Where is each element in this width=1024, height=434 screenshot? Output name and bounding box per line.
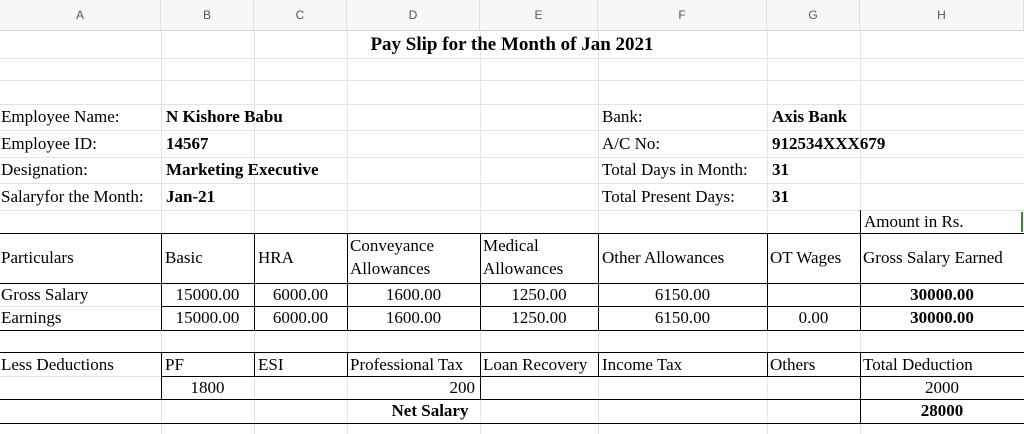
bank-value: Axis Bank <box>772 107 848 126</box>
column-header-e[interactable]: E <box>480 0 598 31</box>
row-earnings-medical: 1250.00 <box>511 308 567 327</box>
row-gross-medical: 1250.00 <box>511 285 567 304</box>
header-income-tax: Income Tax <box>602 355 683 374</box>
header-particulars: Particulars <box>1 248 74 267</box>
employee-id-label: Employee ID: <box>1 134 97 153</box>
header-pf: PF <box>165 355 184 374</box>
header-less-deductions: Less Deductions <box>1 355 114 374</box>
header-conveyance-line2: Allowances <box>350 259 431 278</box>
row-earnings-ot: 0.00 <box>798 308 829 327</box>
designation-value: Marketing Executive <box>166 160 319 179</box>
account-number-label: A/C No: <box>602 134 661 153</box>
column-header-a[interactable]: A <box>0 0 161 31</box>
total-days-value: 31 <box>772 160 789 179</box>
present-days-label: Total Present Days: <box>602 187 735 206</box>
deduction-total-value: 2000 <box>925 378 959 397</box>
header-professional-tax: Professional Tax <box>350 355 464 374</box>
row-earnings-conveyance: 1600.00 <box>385 308 442 327</box>
payslip-title: Pay Slip for the Month of Jan 2021 <box>370 34 654 55</box>
bank-label: Bank: <box>602 107 643 126</box>
designation-label: Designation: <box>1 160 88 179</box>
row-gross-other: 6150.00 <box>654 285 711 304</box>
column-header-h[interactable]: H <box>860 0 1024 31</box>
deduction-ptax-value: 200 <box>449 378 476 397</box>
header-other-allowances: Other Allowances <box>602 248 725 267</box>
header-esi: ESI <box>258 355 284 374</box>
employee-name-label: Employee Name: <box>1 107 120 126</box>
deduction-pf-value: 1800 <box>190 378 225 397</box>
column-header-d[interactable]: D <box>347 0 480 31</box>
column-header-b[interactable]: B <box>161 0 254 31</box>
header-medical-line2: Allowances <box>483 259 564 278</box>
employee-id-value: 14567 <box>166 134 209 153</box>
column-header-f[interactable]: F <box>598 0 767 31</box>
row-gross-total: 30000.00 <box>910 285 974 304</box>
cell-cursor <box>1021 212 1023 232</box>
header-others: Others <box>770 355 816 374</box>
row-gross-basic: 15000.00 <box>175 285 240 304</box>
row-gross-conveyance: 1600.00 <box>385 285 442 304</box>
salary-month-value: Jan-21 <box>166 187 216 206</box>
amount-note: Amount in Rs. <box>864 212 964 231</box>
row-gross-hra: 6000.00 <box>272 285 329 304</box>
column-header-g[interactable]: G <box>767 0 860 31</box>
header-hra: HRA <box>258 248 294 267</box>
total-days-label: Total Days in Month: <box>602 160 748 179</box>
header-conveyance-line1: Conveyance <box>350 236 435 255</box>
row-earnings-hra: 6000.00 <box>272 308 329 327</box>
row-earnings-other: 6150.00 <box>654 308 711 327</box>
header-loan-recovery: Loan Recovery <box>483 355 588 374</box>
net-salary-value: 28000 <box>920 401 964 420</box>
header-basic: Basic <box>165 248 203 267</box>
row-earnings-total: 30000.00 <box>910 308 974 327</box>
header-total-deduction: Total Deduction <box>863 355 973 374</box>
present-days-value: 31 <box>772 187 789 206</box>
salary-month-label: Salaryfor the Month: <box>1 187 144 206</box>
header-medical-line1: Medical <box>483 236 539 255</box>
column-header-c[interactable]: C <box>254 0 347 31</box>
header-gross-salary-earned: Gross Salary Earned <box>863 248 1003 267</box>
account-number-value: 912534XXX679 <box>772 134 886 153</box>
row-gross-label: Gross Salary <box>1 285 89 304</box>
header-ot-wages: OT Wages <box>770 248 842 267</box>
employee-name-value: N Kishore Babu <box>166 107 283 126</box>
row-earnings-basic: 15000.00 <box>175 308 240 327</box>
net-salary-label: Net Salary <box>391 401 469 420</box>
row-earnings-label: Earnings <box>1 308 62 327</box>
